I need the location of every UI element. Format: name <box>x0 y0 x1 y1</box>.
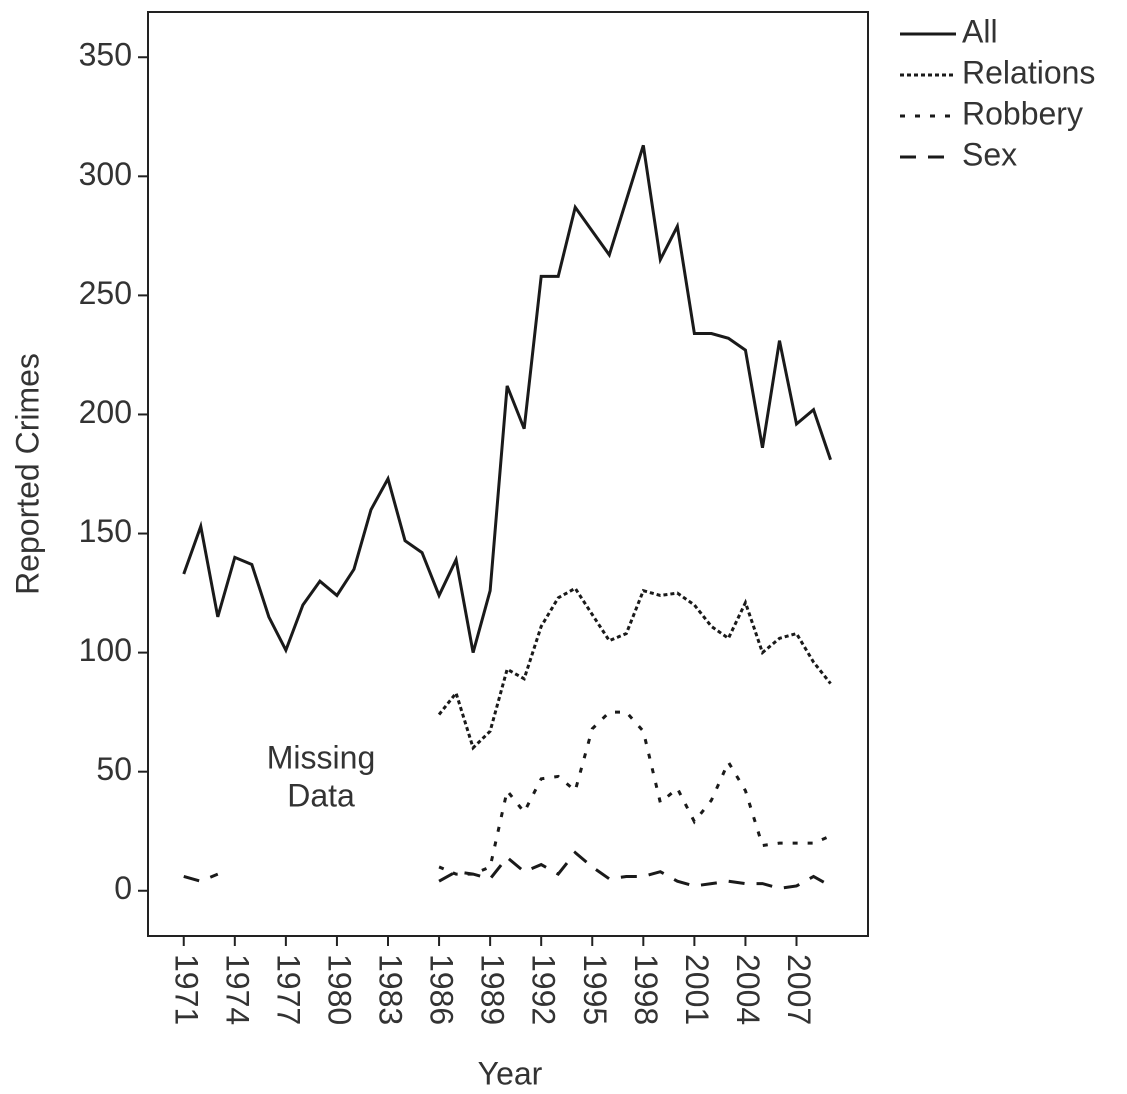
x-tick-label: 2001 <box>679 954 715 1025</box>
y-tick-label: 350 <box>79 37 132 73</box>
y-tick-label: 150 <box>79 513 132 549</box>
plot-frame <box>147 11 869 937</box>
x-tick-label: 1986 <box>424 954 460 1025</box>
annotation: Data <box>287 777 355 813</box>
series-line <box>182 144 832 654</box>
y-axis-label: Reported Crimes <box>9 353 45 595</box>
x-tick-label: 2007 <box>781 954 817 1025</box>
legend-label: Relations <box>962 54 1095 90</box>
x-tick-label: 1977 <box>270 954 306 1025</box>
x-tick-label: 2004 <box>730 954 766 1025</box>
series-line <box>437 586 832 751</box>
x-tick-label: 1974 <box>219 954 255 1025</box>
y-tick-label: 100 <box>79 632 132 668</box>
series-line <box>183 850 832 890</box>
x-axis-label: Year <box>478 1055 543 1091</box>
x-tick-label: 1971 <box>168 954 204 1025</box>
y-tick-label: 50 <box>96 751 132 787</box>
x-tick-label: 1983 <box>373 954 409 1025</box>
x-tick-label: 1989 <box>475 954 511 1025</box>
x-tick-label: 1998 <box>628 954 664 1025</box>
legend-label: Robbery <box>962 95 1083 131</box>
y-tick-label: 300 <box>79 156 132 192</box>
y-tick-label: 200 <box>79 394 132 430</box>
series-line <box>438 710 832 876</box>
annotation: Missing <box>267 739 375 775</box>
x-tick-label: 1980 <box>321 954 357 1025</box>
x-tick-label: 1992 <box>526 954 562 1025</box>
legend-label: Sex <box>962 136 1017 172</box>
y-tick-label: 250 <box>79 275 132 311</box>
y-tick-label: 0 <box>114 870 132 906</box>
x-tick-label: 1995 <box>577 954 613 1025</box>
legend-label: All <box>962 13 998 49</box>
